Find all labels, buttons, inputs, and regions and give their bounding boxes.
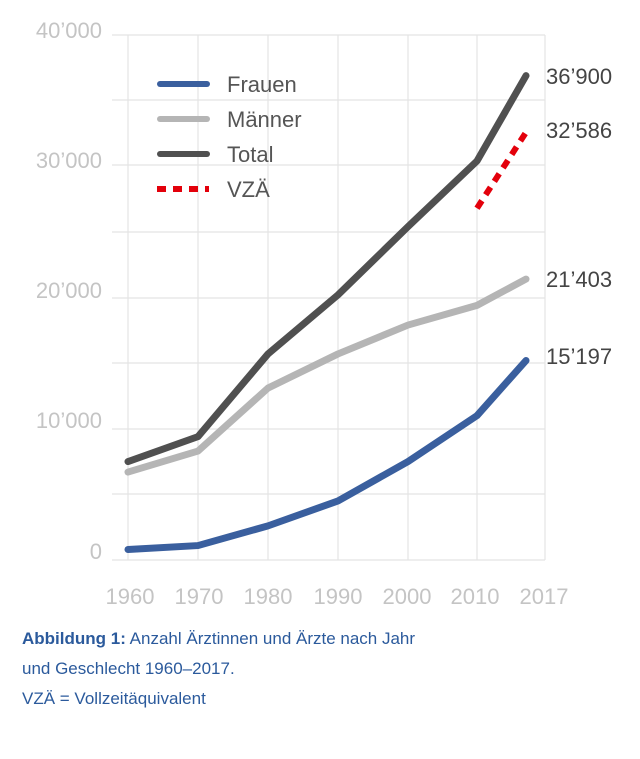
caption-line-3: VZÄ = Vollzeitäquivalent <box>22 689 206 708</box>
caption-text-1: Anzahl Ärztinnen und Ärzte nach Jahr <box>125 629 416 648</box>
series-line-männer <box>124 275 530 476</box>
y-tick-label: 30’000 <box>36 148 102 173</box>
series-line-total <box>124 72 530 466</box>
end-label-vzä: 32’586 <box>546 118 612 143</box>
grid <box>112 34 546 561</box>
y-tick-label: 20’000 <box>36 278 102 303</box>
x-tick-label: 1980 <box>244 584 293 609</box>
x-tick-label: 2000 <box>383 584 432 609</box>
series-line-frauen <box>124 357 530 553</box>
legend: Frauen Männer Total VZÄ <box>157 72 302 202</box>
y-tick-label: 40’000 <box>36 18 102 43</box>
series-lines <box>124 72 530 553</box>
x-axis-ticks: 1960 1970 1980 1990 2000 2010 2017 <box>106 584 569 609</box>
y-tick-label: 0 <box>90 539 102 564</box>
caption-line-1: Abbildung 1: Anzahl Ärztinnen und Ärzte … <box>22 624 622 654</box>
legend-label-frauen: Frauen <box>227 72 297 97</box>
end-label-männer: 21’403 <box>546 267 612 292</box>
caption-line-2: und Geschlecht 1960–2017. <box>22 659 235 678</box>
x-tick-label: 2010 <box>451 584 500 609</box>
end-label-total: 36’900 <box>546 64 612 89</box>
y-tick-label: 10’000 <box>36 408 102 433</box>
caption-label: Abbildung 1: <box>22 629 126 648</box>
end-value-labels: 15’197 21’403 36’900 32’586 <box>546 64 612 369</box>
y-axis-ticks: 0 10’000 20’000 30’000 40’000 <box>36 18 102 564</box>
legend-label-vzä: VZÄ <box>227 177 270 202</box>
x-tick-label: 2017 <box>520 584 569 609</box>
figure-caption: Abbildung 1: Anzahl Ärztinnen und Ärzte … <box>22 624 622 714</box>
end-label-frauen: 15’197 <box>546 344 612 369</box>
x-tick-label: 1960 <box>106 584 155 609</box>
legend-label-männer: Männer <box>227 107 302 132</box>
legend-label-total: Total <box>227 142 273 167</box>
x-tick-label: 1990 <box>314 584 363 609</box>
x-tick-label: 1970 <box>175 584 224 609</box>
